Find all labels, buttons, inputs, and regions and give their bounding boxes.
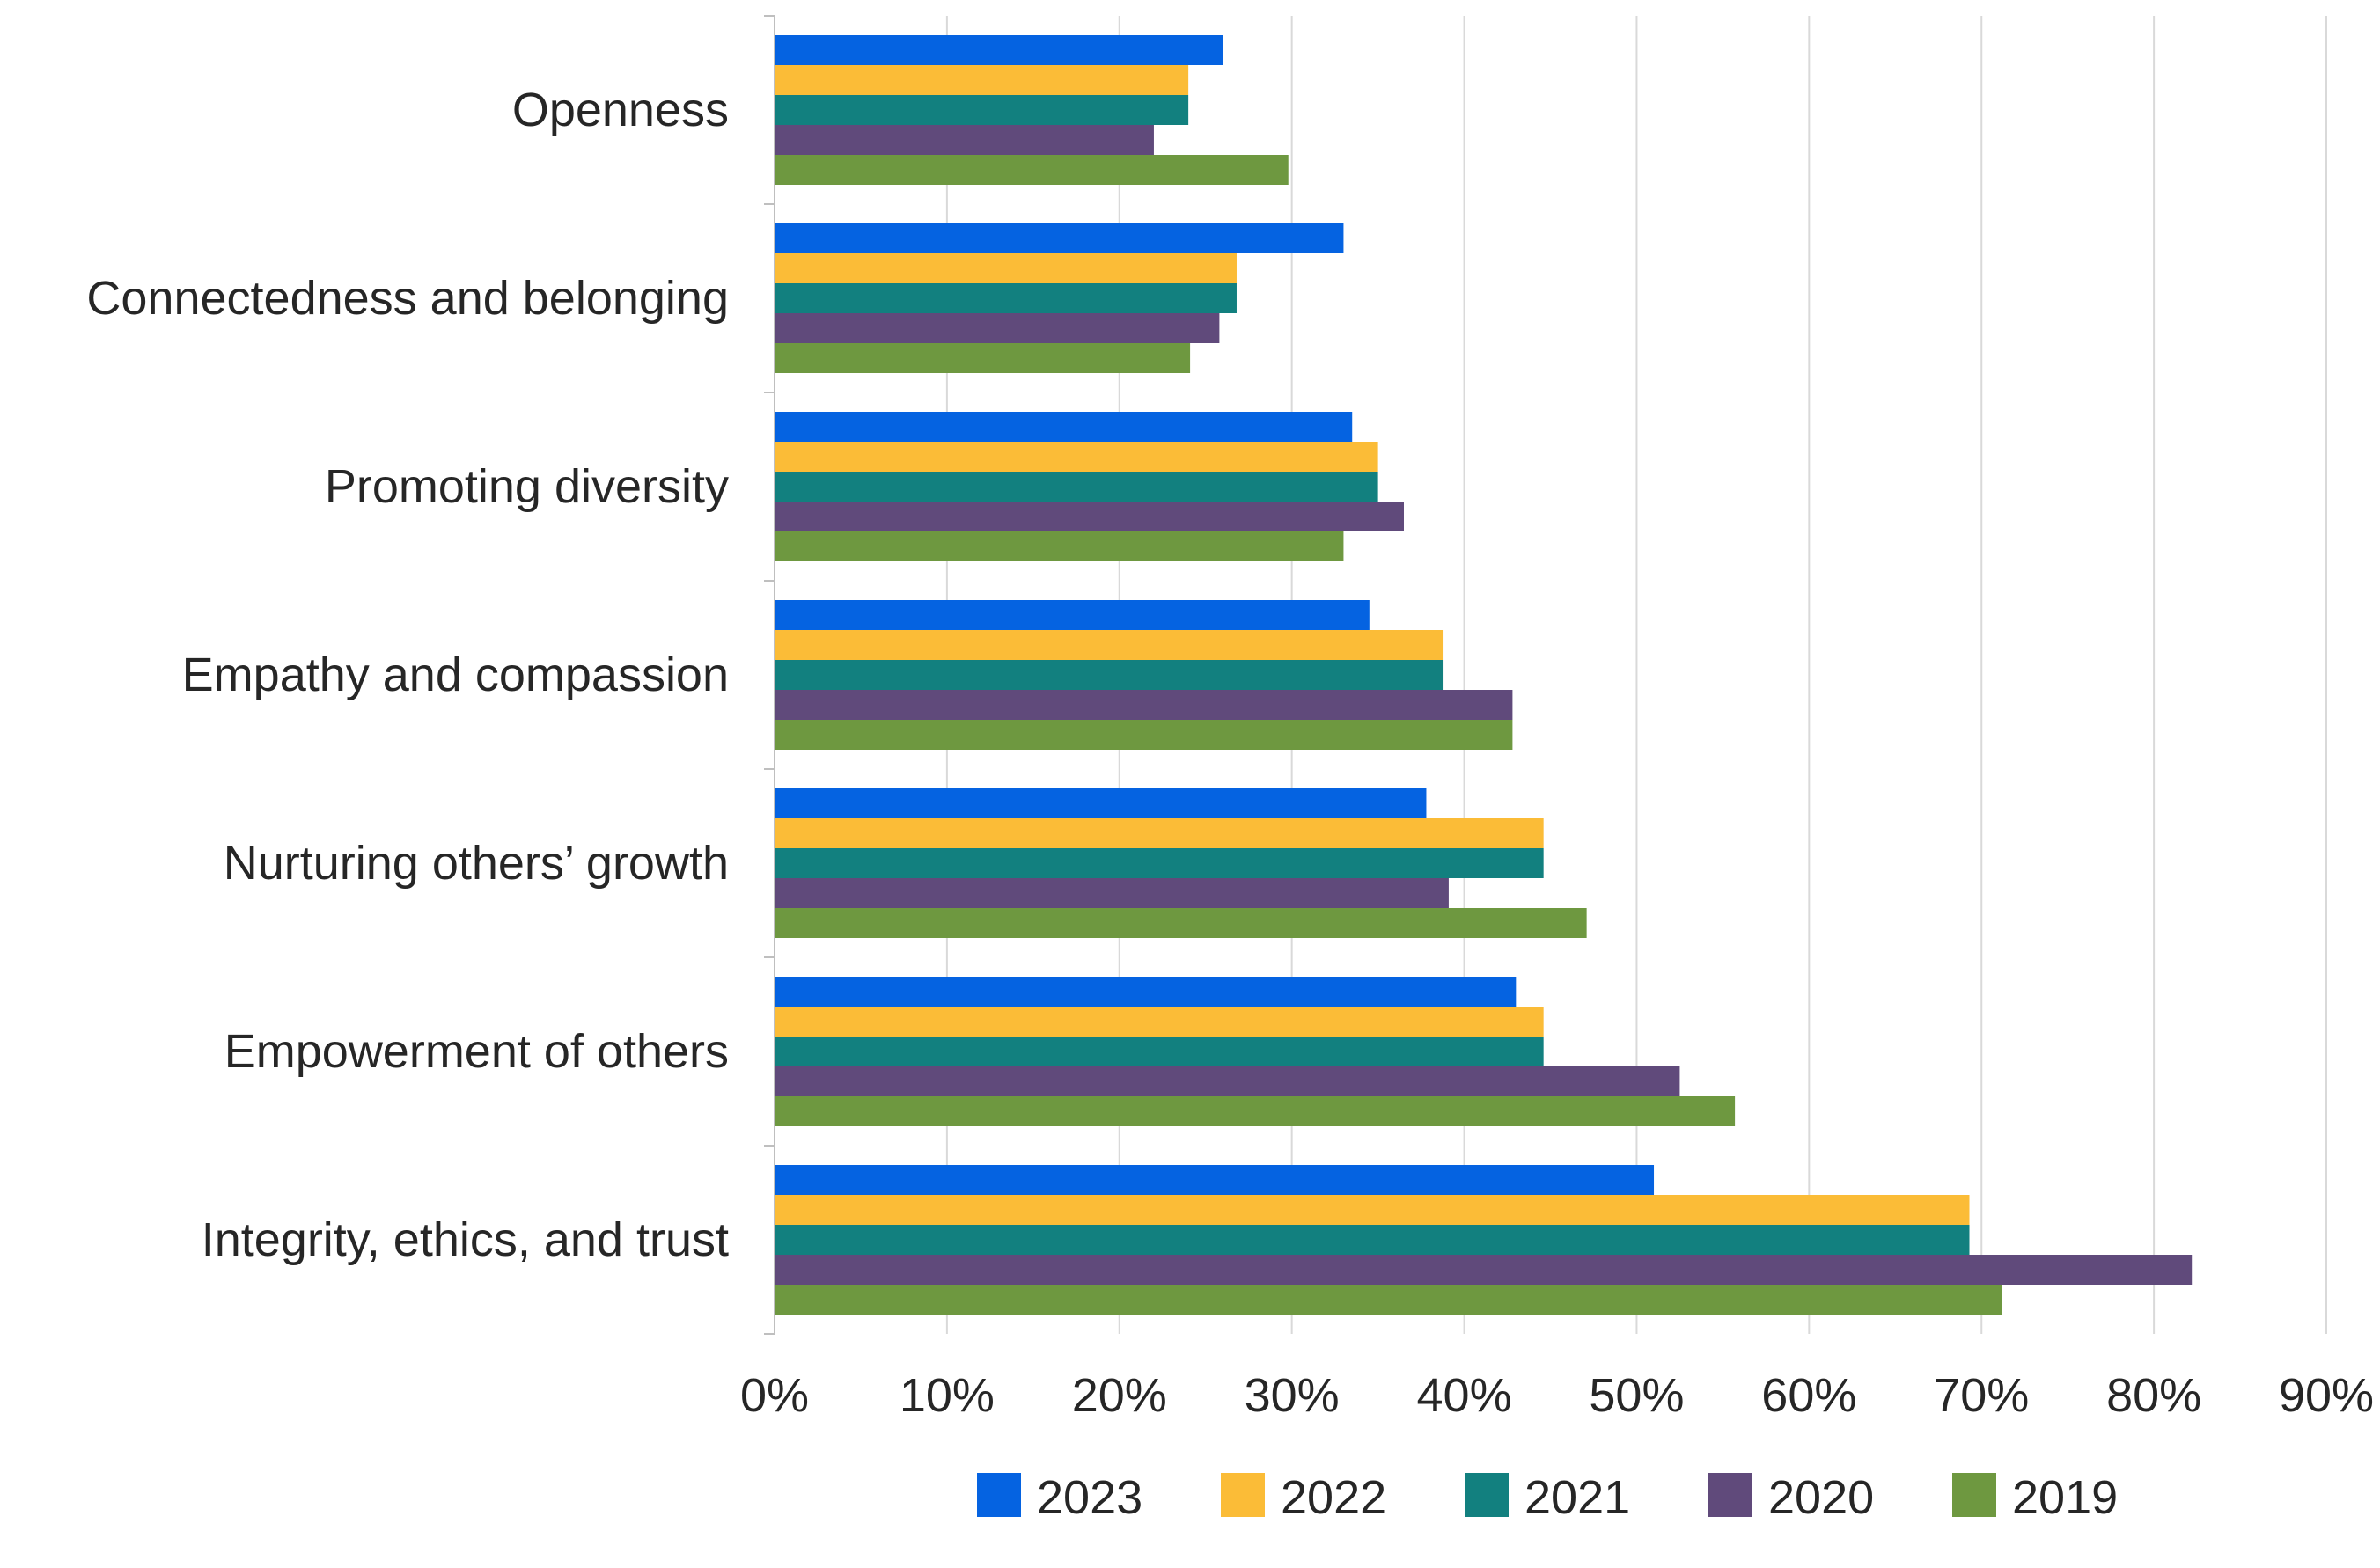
bar (775, 630, 1444, 660)
bar (775, 472, 1378, 502)
bar (775, 690, 1513, 720)
legend-swatch (1221, 1473, 1265, 1517)
bar (775, 600, 1370, 630)
category-label: Connectedness and belonging (86, 272, 729, 325)
x-tick-label: 80% (2106, 1369, 2201, 1422)
category-label: Promoting diversity (325, 460, 729, 513)
legend-item: 2021 (1465, 1471, 1630, 1524)
bar (775, 283, 1237, 313)
bar (775, 65, 1189, 95)
bar (775, 818, 1544, 848)
x-tick-label: 70% (1934, 1369, 2029, 1422)
category-label: Empathy and compassion (182, 648, 729, 701)
bar (775, 977, 1517, 1007)
x-tick-label: 50% (1589, 1369, 1684, 1422)
category-label: Openness (512, 84, 729, 136)
bar (775, 848, 1544, 878)
x-tick-label: 90% (2279, 1369, 2374, 1422)
x-tick-label: 10% (900, 1369, 995, 1422)
axes (764, 15, 775, 1335)
bar (775, 1255, 2193, 1285)
bar (775, 125, 1154, 155)
legend-swatch (977, 1473, 1021, 1517)
bar (775, 908, 1587, 938)
x-tick-label: 30% (1245, 1369, 1340, 1422)
bar (775, 502, 1404, 531)
bar (775, 155, 1289, 185)
legend-item: 2020 (1708, 1471, 1874, 1524)
bar (775, 1285, 2002, 1315)
bar (775, 531, 1344, 561)
bar (775, 1007, 1544, 1037)
legend-label: 2020 (1768, 1471, 1874, 1524)
x-tick-labels: 0% 10% 20% 30% 40% 50% 60% 70% 80% 90% (740, 1369, 2374, 1422)
legend-item: 2023 (977, 1471, 1142, 1524)
bar (775, 442, 1378, 472)
bar (775, 313, 1220, 343)
bar (775, 1225, 1970, 1255)
bar (775, 878, 1449, 908)
legend-label: 2019 (2012, 1471, 2118, 1524)
legend: 2023 2022 2021 2020 2019 (977, 1471, 2118, 1524)
x-tick-label: 60% (1761, 1369, 1856, 1422)
bar (775, 253, 1237, 283)
bar (775, 1195, 1970, 1225)
category-label: Empowerment of others (224, 1025, 729, 1078)
x-tick-label: 20% (1072, 1369, 1167, 1422)
category-label: Integrity, ethics, and trust (202, 1213, 729, 1266)
bar (775, 95, 1189, 125)
legend-swatch (1465, 1473, 1509, 1517)
legend-item: 2019 (1952, 1471, 2118, 1524)
bar (775, 788, 1427, 818)
bar (775, 660, 1444, 690)
legend-label: 2022 (1281, 1471, 1386, 1524)
category-label: Nurturing others’ growth (224, 837, 729, 890)
category-labels: Openness Connectedness and belonging Promo… (86, 84, 729, 1266)
legend-label: 2021 (1524, 1471, 1630, 1524)
bar (775, 35, 1223, 65)
bar (775, 412, 1353, 442)
legend-item: 2022 (1221, 1471, 1386, 1524)
legend-label: 2023 (1037, 1471, 1142, 1524)
bar (775, 1165, 1655, 1195)
legend-swatch (1952, 1473, 1996, 1517)
bar (775, 720, 1513, 750)
bar (775, 1066, 1680, 1096)
bar (775, 1096, 1736, 1126)
legend-swatch (1708, 1473, 1752, 1517)
bar (775, 343, 1191, 373)
x-tick-label: 0% (740, 1369, 809, 1422)
bar (775, 1037, 1544, 1066)
bars (775, 35, 2193, 1315)
x-tick-label: 40% (1417, 1369, 1512, 1422)
bar (775, 223, 1344, 253)
